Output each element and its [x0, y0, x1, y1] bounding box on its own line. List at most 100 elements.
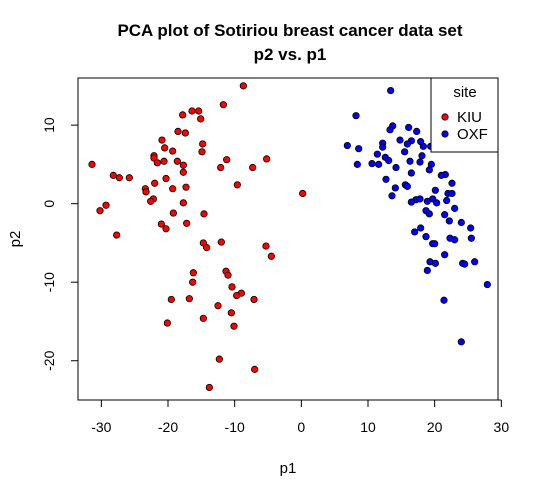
data-point-kiu — [217, 163, 225, 172]
data-point-kiu — [200, 210, 208, 218]
data-point-oxf — [413, 127, 421, 136]
data-point-oxf — [388, 192, 396, 200]
data-point-kiu — [224, 271, 232, 279]
data-point-kiu — [228, 283, 236, 291]
y-tick-label: 10 — [41, 117, 57, 133]
data-point-kiu — [88, 160, 96, 168]
data-point-kiu — [179, 161, 187, 169]
data-point-oxf — [467, 224, 475, 232]
data-point-oxf — [448, 189, 456, 198]
x-tick-label: 0 — [297, 419, 305, 435]
x-tick-label: -30 — [91, 419, 111, 435]
data-point-oxf — [392, 163, 400, 172]
data-point-oxf — [401, 148, 409, 156]
data-point-oxf — [406, 157, 414, 165]
data-point-kiu — [169, 147, 177, 155]
data-point-kiu — [263, 155, 271, 163]
data-point-kiu — [179, 111, 187, 119]
x-tick-label: 10 — [360, 419, 376, 435]
data-point-kiu — [174, 127, 182, 136]
data-point-kiu — [167, 295, 175, 304]
data-point-oxf — [423, 197, 431, 205]
data-point-oxf — [405, 123, 413, 132]
data-point-kiu — [162, 174, 170, 183]
data-point-kiu — [160, 157, 168, 165]
data-point-oxf — [387, 86, 395, 95]
data-point-oxf — [355, 145, 363, 153]
data-point-oxf — [431, 240, 439, 248]
data-point-kiu — [115, 174, 123, 182]
data-point-oxf — [467, 234, 475, 242]
data-point-oxf — [448, 179, 456, 187]
data-point-kiu — [158, 136, 166, 144]
data-point-oxf — [416, 195, 424, 203]
data-point-kiu — [262, 242, 270, 250]
data-point-kiu — [169, 209, 177, 217]
data-point-oxf — [443, 196, 451, 205]
data-point-oxf — [441, 251, 449, 259]
data-point-oxf — [457, 338, 465, 346]
data-point-kiu — [189, 269, 197, 277]
data-point-oxf — [417, 224, 425, 232]
y-axis-label: p2 — [7, 231, 24, 248]
data-point-oxf — [379, 143, 387, 151]
data-point-oxf — [368, 160, 376, 168]
data-point-kiu — [233, 181, 241, 189]
data-point-kiu — [203, 244, 211, 252]
x-tick-label: -20 — [158, 419, 178, 435]
data-point-oxf — [461, 260, 469, 268]
data-point-kiu — [109, 171, 117, 179]
data-point-kiu — [188, 107, 196, 115]
legend-marker-oxf — [441, 130, 449, 138]
chart-title: PCA plot of Sotiriou breast cancer data … — [117, 21, 462, 40]
data-point-kiu — [162, 225, 170, 233]
data-point-kiu — [215, 355, 223, 363]
data-point-oxf — [423, 266, 431, 275]
data-point-oxf — [343, 141, 351, 150]
data-point-oxf — [483, 280, 491, 289]
legend-marker-kiu — [441, 113, 449, 121]
data-point-oxf — [396, 136, 404, 144]
data-point-oxf — [425, 166, 433, 174]
x-axis: -30 -20 -10 0 10 20 30 — [91, 399, 510, 435]
data-point-oxf — [451, 236, 459, 244]
data-point-oxf — [375, 160, 383, 168]
data-point-kiu — [113, 231, 121, 239]
data-point-kiu — [249, 163, 257, 172]
data-point-kiu — [299, 189, 307, 198]
data-point-oxf — [457, 218, 465, 227]
data-point-kiu — [223, 156, 231, 164]
y-tick-label: 0 — [41, 200, 57, 208]
y-tick-label: -20 — [41, 350, 57, 370]
data-point-oxf — [403, 182, 411, 190]
data-point-oxf — [352, 112, 360, 120]
data-point-oxf — [403, 140, 411, 148]
data-point-oxf — [382, 175, 390, 183]
data-point-oxf — [425, 210, 433, 218]
y-tick-label: -10 — [41, 272, 57, 292]
x-tick-label: 30 — [494, 419, 510, 435]
data-point-oxf — [451, 204, 459, 212]
data-point-oxf — [373, 150, 381, 158]
data-point-kiu — [227, 309, 235, 317]
data-points — [88, 82, 491, 392]
data-point-kiu — [151, 179, 159, 187]
data-point-oxf — [433, 199, 441, 207]
data-point-kiu — [179, 199, 187, 207]
data-point-kiu — [230, 322, 238, 330]
data-point-oxf — [437, 171, 445, 179]
data-point-kiu — [125, 174, 133, 182]
data-point-oxf — [407, 169, 415, 177]
data-point-kiu — [197, 115, 205, 123]
data-point-oxf — [353, 160, 361, 168]
data-point-kiu — [102, 201, 110, 209]
data-point-oxf — [419, 142, 427, 150]
data-point-kiu — [142, 188, 150, 196]
data-point-kiu — [181, 129, 189, 137]
data-point-kiu — [96, 207, 104, 215]
data-point-kiu — [179, 168, 187, 176]
data-point-kiu — [153, 159, 161, 167]
data-point-kiu — [199, 140, 207, 148]
data-point-kiu — [182, 183, 190, 191]
